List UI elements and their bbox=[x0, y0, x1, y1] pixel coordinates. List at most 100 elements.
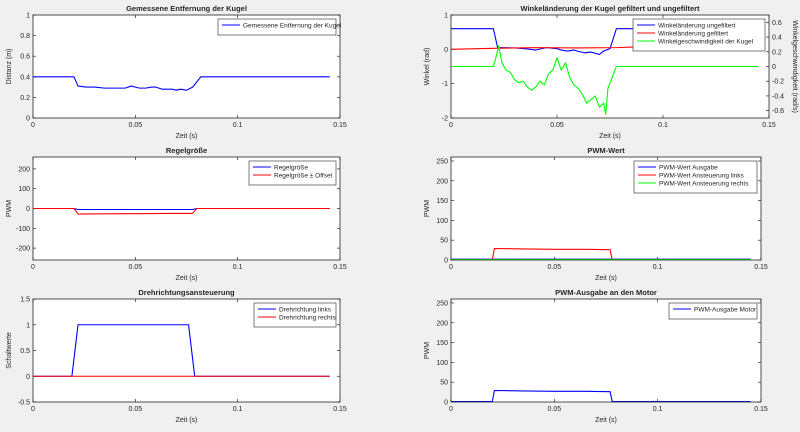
x-tick-label: 0.15 bbox=[754, 264, 768, 271]
chart-6: PWM-Ausgabe an den Motor 0 0.05 0.1 0.15 0 50 1… bbox=[424, 288, 768, 424]
y-right-tick-label: 0.4 bbox=[772, 35, 782, 42]
y-axis-label: PWM bbox=[6, 200, 13, 217]
axes-box bbox=[32, 14, 341, 119]
y-tick-label: 0 bbox=[444, 400, 448, 407]
chart-title: Gemessene Entfernung der Kugel bbox=[126, 4, 247, 13]
y-tick-label: -2 bbox=[442, 116, 448, 123]
y-tick-label: 1 bbox=[26, 322, 30, 329]
legend-box bbox=[217, 18, 337, 36]
x-tick-label: 0.1 bbox=[653, 264, 663, 271]
series-line-pwm-wert-ansteuerung-links bbox=[451, 247, 751, 260]
x-tick-label: 0 bbox=[449, 264, 453, 271]
x-tick-label: 0.05 bbox=[129, 264, 143, 271]
legend: Winkeländerung ungefiltertWinkeländerung… bbox=[632, 18, 766, 52]
x-axis-label: Zeit (s) bbox=[176, 133, 198, 140]
y-tick-label: 0.6 bbox=[20, 54, 30, 61]
y-tick-label: 1 bbox=[444, 13, 448, 20]
y-tick-label: 200 bbox=[436, 178, 448, 185]
x-tick-label: 0.1 bbox=[233, 406, 243, 413]
y-right-tick-label: -0.4 bbox=[772, 93, 784, 100]
chart-5: Drehrichtungsansteuerung 0 0.05 0.1 0.15 -0.5… bbox=[6, 288, 347, 424]
x-tick-label: 0.05 bbox=[548, 264, 562, 271]
y-tick-label: 0 bbox=[26, 206, 30, 213]
y-tick-label: 150 bbox=[436, 198, 448, 205]
x-tick-label: 0 bbox=[31, 406, 35, 413]
y-axis-label: Schaltwerte bbox=[6, 332, 13, 369]
legend-entry: Winkeländerung gefiltert bbox=[658, 31, 728, 38]
legend-entry: Winkeländerung ungefiltert bbox=[658, 23, 736, 30]
y-tick-label: 250 bbox=[436, 158, 448, 165]
legend: PWM-Ausgabe Motor bbox=[668, 302, 758, 320]
x-tick-label: 0.15 bbox=[754, 406, 768, 413]
y-tick-label: -1 bbox=[442, 81, 448, 88]
y-tick-label: 0.4 bbox=[20, 74, 30, 81]
y-axis-label: Distanz (m) bbox=[6, 49, 13, 85]
y-tick-label: 50 bbox=[440, 238, 448, 245]
y-tick-label: 50 bbox=[440, 380, 448, 387]
legend-entry: Drehrichtung rechts bbox=[279, 315, 336, 322]
legend-entry: PWM-Wert Ansteuerung rechts bbox=[659, 181, 749, 188]
y-right-tick-label: -0.6 bbox=[772, 108, 784, 115]
legend-box bbox=[253, 302, 337, 328]
y-tick-label: 200 bbox=[18, 166, 30, 173]
series-line-regelgroesse-offset bbox=[33, 207, 330, 215]
x-tick-label: 0 bbox=[449, 122, 453, 129]
x-tick-label: 0.1 bbox=[658, 122, 668, 129]
y-tick-label: 100 bbox=[436, 360, 448, 367]
x-tick-label: 0.1 bbox=[233, 264, 243, 271]
x-tick-label: 0.05 bbox=[550, 122, 564, 129]
x-axis-label: Zeit (s) bbox=[595, 417, 617, 424]
x-axis-label: Zeit (s) bbox=[176, 275, 198, 282]
chart-title: Winkeländerung der Kugel gefiltert und u… bbox=[520, 4, 700, 13]
x-axis-label: Zeit (s) bbox=[176, 417, 198, 424]
legend-entry: Winkelgeschwindigkeit der Kugel bbox=[658, 39, 754, 46]
y-tick-label: 0.5 bbox=[20, 348, 30, 355]
y-tick-label: 0 bbox=[444, 258, 448, 265]
axes-box bbox=[450, 14, 770, 119]
y-right-tick-label: 0.6 bbox=[772, 20, 782, 27]
y-right-tick-label: 0.2 bbox=[772, 49, 782, 56]
y-tick-label: -200 bbox=[16, 246, 30, 253]
y-tick-label: -0.5 bbox=[18, 400, 30, 407]
chart-2: Winkeländerung der Kugel gefiltert und u… bbox=[424, 4, 798, 140]
y-tick-label: 1.5 bbox=[20, 297, 30, 304]
x-axis-label: Zeit (s) bbox=[599, 133, 621, 140]
y-right-tick-label: 0 bbox=[772, 64, 776, 71]
series-line-gemessene-entfernung-der-kugel bbox=[33, 76, 330, 91]
y-tick-label: -100 bbox=[16, 226, 30, 233]
chart-title: Drehrichtungsansteuerung bbox=[138, 288, 235, 297]
x-tick-label: 0.05 bbox=[129, 406, 143, 413]
x-tick-label: 0 bbox=[31, 122, 35, 129]
y-tick-label: 0 bbox=[26, 116, 30, 123]
legend: Gemessene Entfernung der Kugel bbox=[217, 18, 342, 36]
x-tick-label: 0.05 bbox=[548, 406, 562, 413]
axes-box bbox=[32, 156, 341, 261]
legend-box bbox=[668, 302, 758, 320]
legend-box bbox=[633, 160, 758, 194]
legend-box bbox=[248, 160, 337, 186]
x-tick-label: 0.15 bbox=[333, 406, 347, 413]
y-tick-label: 100 bbox=[436, 218, 448, 225]
chart-title: PWM-Wert bbox=[587, 146, 625, 155]
y-tick-label: 0 bbox=[26, 374, 30, 381]
y-tick-label: 0.2 bbox=[20, 95, 30, 102]
legend-entry: Gemessene Entfernung der Kugel bbox=[243, 23, 342, 30]
y-axis-label: PWM bbox=[424, 342, 431, 359]
series-line-pwm-ausgabe-motor bbox=[451, 389, 751, 402]
y-tick-label: 1 bbox=[26, 13, 30, 20]
x-tick-label: 0 bbox=[449, 406, 453, 413]
axes-box bbox=[32, 298, 341, 403]
x-tick-label: 0.1 bbox=[653, 406, 663, 413]
y-tick-label: 200 bbox=[436, 320, 448, 327]
y-axis-label: Winkel (rad) bbox=[424, 48, 431, 86]
x-tick-label: 0.15 bbox=[333, 264, 347, 271]
x-tick-label: 0.05 bbox=[129, 122, 143, 129]
x-tick-label: 0.15 bbox=[762, 122, 776, 129]
y-tick-label: 0 bbox=[444, 47, 448, 54]
chart-4: PWM-Wert 0 0.05 0.1 0.15 0 50 100 150 200 250 Zeit … bbox=[424, 146, 768, 282]
x-tick-label: 0.1 bbox=[233, 122, 243, 129]
y-right-tick-label: -0.2 bbox=[772, 79, 784, 86]
